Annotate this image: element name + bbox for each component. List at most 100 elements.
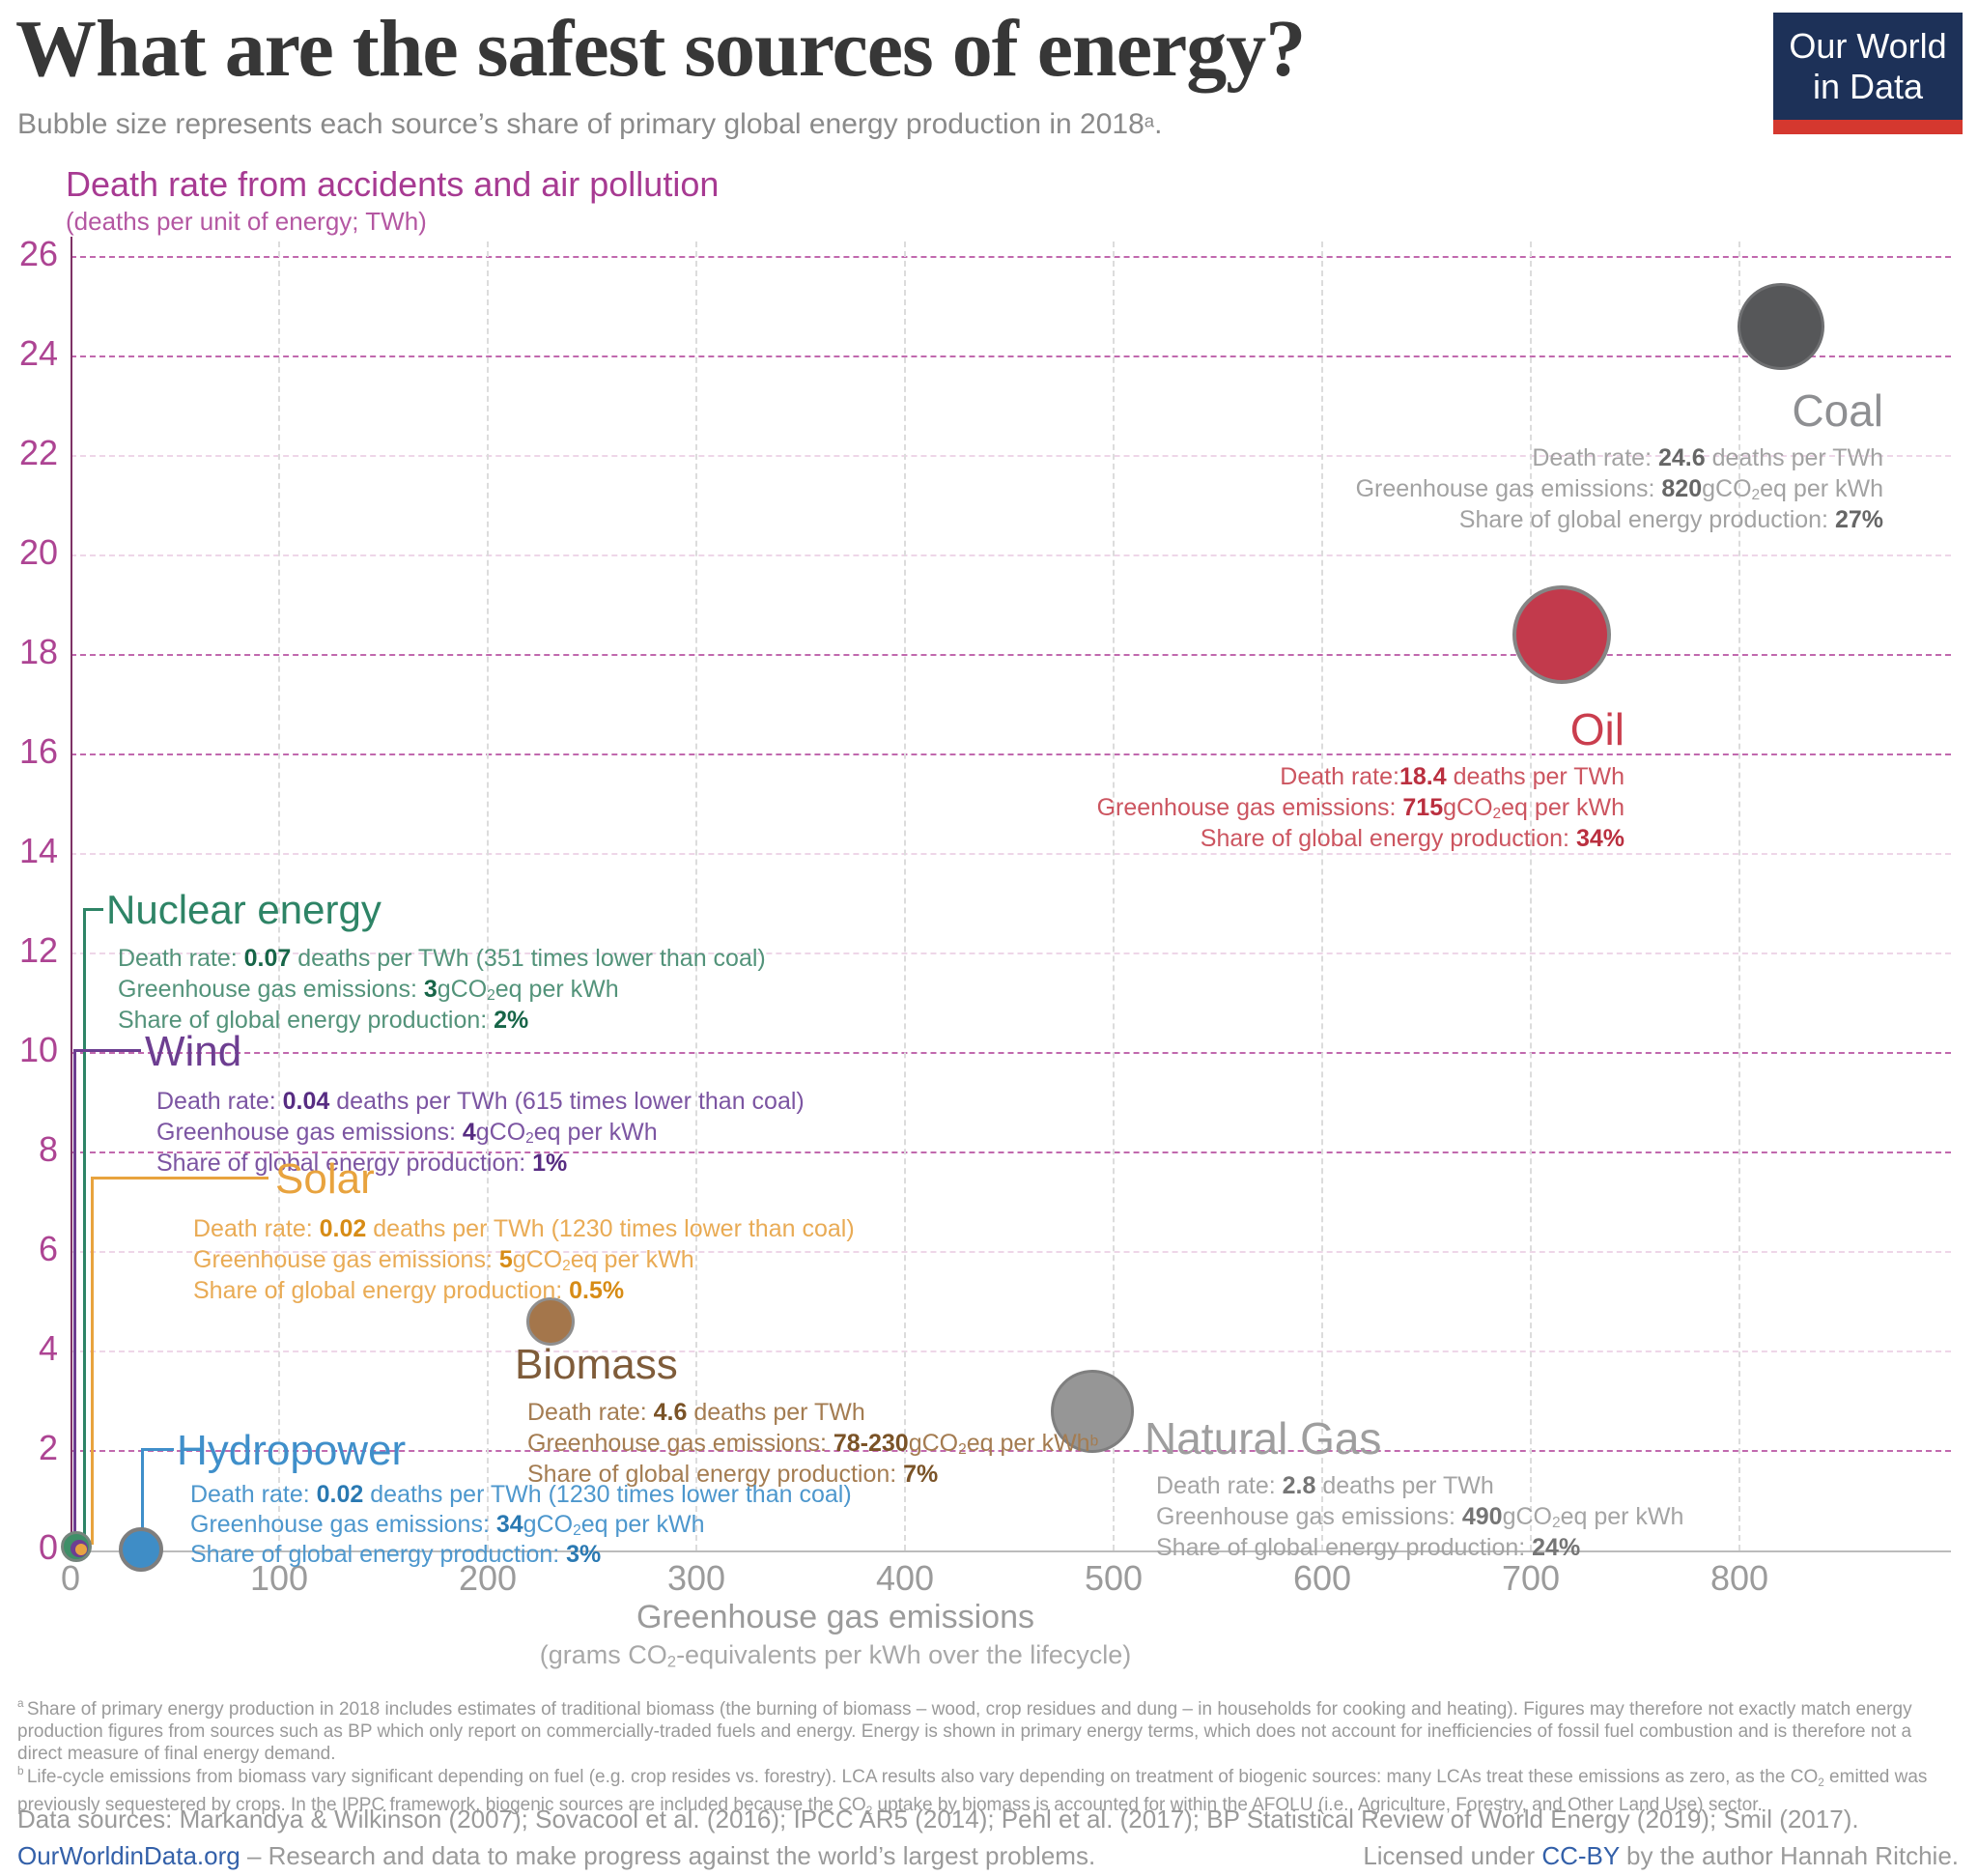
x-tick-label-100: 100 bbox=[249, 1558, 309, 1598]
y-tick-label-8: 8 bbox=[38, 1129, 58, 1169]
y-tick-label-2: 2 bbox=[38, 1428, 58, 1467]
annotation-hydropower-line-2: Greenhouse gas emissions: 34gCO2eq per k… bbox=[190, 1511, 705, 1540]
gridline-x-800 bbox=[1738, 242, 1740, 1550]
annotation-natural-gas-line-2: Greenhouse gas emissions: 490gCO2eq per … bbox=[1156, 1503, 1684, 1532]
y-tick-label-18: 18 bbox=[18, 632, 58, 671]
bubble-solar[interactable] bbox=[74, 1543, 87, 1555]
gridline-y-10 bbox=[71, 1052, 1951, 1054]
footnote-b: b Life-cycle emissions from biomass vary… bbox=[17, 1765, 1928, 1818]
annotation-biomass-line-2: Greenhouse gas emissions: 78-230gCO2eq p… bbox=[527, 1430, 1099, 1459]
y-tick-label-26: 26 bbox=[18, 234, 58, 273]
annotation-oil-line-1: Death rate:18.4 deaths per TWh bbox=[1280, 763, 1625, 790]
y-tick-label-12: 12 bbox=[18, 930, 58, 970]
link-ourworldindata-org[interactable]: OurWorldinData.org bbox=[17, 1841, 240, 1870]
leader-line-wind-v bbox=[73, 1049, 76, 1543]
bubble-oil[interactable] bbox=[1512, 585, 1612, 685]
annotation-wind: Death rate: 0.04 deaths per TWh (615 tim… bbox=[156, 1088, 805, 1180]
gridline-x-500 bbox=[1113, 242, 1115, 1550]
gridline-y-2 bbox=[71, 1450, 1951, 1452]
bubble-natural-gas[interactable] bbox=[1051, 1369, 1135, 1453]
gridline-y-4 bbox=[71, 1350, 1951, 1352]
owid-logo-line1: Our World bbox=[1789, 26, 1947, 66]
label-nuclear-energy: Nuclear energy bbox=[106, 887, 381, 932]
y-tick-label-0: 0 bbox=[38, 1527, 58, 1567]
data-sources: Data sources: Markandya & Wilkinson (200… bbox=[17, 1805, 1859, 1833]
x-tick-label-300: 300 bbox=[666, 1558, 726, 1598]
x-tick-label-400: 400 bbox=[875, 1558, 935, 1598]
annotation-coal: Death rate: 24.6 deaths per TWh Greenhous… bbox=[1356, 444, 1883, 537]
gridline-x-300 bbox=[695, 242, 697, 1550]
link-cc-by[interactable]: CC-BY bbox=[1541, 1841, 1620, 1870]
annotation-nuclear-energy: Death rate: 0.07 deaths per TWh (351 tim… bbox=[118, 945, 766, 1037]
annotation-biomass: Death rate: 4.6 deaths per TWh Greenhouse… bbox=[527, 1399, 1098, 1492]
leader-line-hydropower-h bbox=[141, 1448, 174, 1451]
x-tick-label-700: 700 bbox=[1501, 1558, 1561, 1598]
annotation-hydropower: Death rate: 0.02 deaths per TWh (1230 ti… bbox=[190, 1481, 852, 1571]
annotation-oil-line-2: Greenhouse gas emissions: 715gCO2eq per … bbox=[1096, 794, 1625, 823]
y-tick-label-6: 6 bbox=[38, 1229, 58, 1268]
annotation-coal-line-2: Greenhouse gas emissions: 820gCO2eq per … bbox=[1355, 475, 1883, 504]
x-tick-label-600: 600 bbox=[1292, 1558, 1352, 1598]
gridline-x-700 bbox=[1530, 242, 1532, 1550]
footnote-marker-a: a bbox=[17, 1697, 27, 1710]
leader-line-solar-h bbox=[91, 1177, 268, 1180]
gridline-x-100 bbox=[278, 242, 280, 1550]
annotation-coal-line-3: Share of global energy production: 27% bbox=[1458, 506, 1883, 533]
bubble-biomass[interactable] bbox=[525, 1297, 575, 1347]
annotation-hydropower-line-1: Death rate: 0.02 deaths per TWh (1230 ti… bbox=[190, 1481, 852, 1508]
leader-line-wind-h bbox=[73, 1049, 141, 1052]
gridline-y-24 bbox=[71, 355, 1951, 357]
bubble-coal[interactable] bbox=[1738, 283, 1825, 371]
x-axis-subtitle: (grams CO2-equivalents per kWh over the … bbox=[539, 1640, 1132, 1671]
label-solar: Solar bbox=[275, 1155, 375, 1203]
x-axis-title: Greenhouse gas emissions bbox=[636, 1599, 1034, 1635]
annotation-natural-gas: Death rate: 2.8 deaths per TWh Greenhouse… bbox=[1156, 1472, 1683, 1565]
annotation-solar: Death rate: 0.02 deaths per TWh (1230 ti… bbox=[193, 1215, 855, 1308]
y-tick-label-14: 14 bbox=[18, 831, 58, 870]
gridline-x-200 bbox=[487, 242, 489, 1550]
gridline-y-16 bbox=[71, 753, 1951, 755]
footnote-a: a Share of primary energy production in … bbox=[17, 1697, 1912, 1765]
annotation-solar-line-3: Share of global energy production: 0.5% bbox=[193, 1277, 625, 1304]
label-oil: Oil bbox=[1569, 704, 1625, 754]
footnote-marker-b: b bbox=[17, 1765, 27, 1777]
owid-logo-line2: in Data bbox=[1812, 67, 1924, 107]
bubble-hydropower[interactable] bbox=[119, 1526, 164, 1572]
owid-logo: Our World in Data bbox=[1773, 13, 1963, 134]
footer-left: OurWorldinData.org – Research and data t… bbox=[17, 1841, 1096, 1870]
gridline-y-22 bbox=[71, 455, 1951, 457]
annotation-oil: Death rate:18.4 deaths per TWh Greenhouse… bbox=[1097, 763, 1625, 856]
y-axis-subtitle: (deaths per unit of energy; TWh) bbox=[66, 207, 427, 236]
label-coal: Coal bbox=[1792, 385, 1883, 436]
gridline-y-12 bbox=[71, 952, 1951, 954]
annotation-nuclear-energy-line-2: Greenhouse gas emissions: 3gCO2eq per kW… bbox=[118, 976, 619, 1005]
y-axis-title: Death rate from accidents and air pollut… bbox=[66, 164, 720, 204]
gridline-x-400 bbox=[904, 242, 906, 1550]
gridline-y-18 bbox=[71, 654, 1951, 656]
annotation-oil-line-3: Share of global energy production: 34% bbox=[1200, 825, 1625, 852]
x-tick-label-800: 800 bbox=[1710, 1558, 1769, 1598]
gridline-x-600 bbox=[1321, 242, 1323, 1550]
annotation-wind-line-1: Death rate: 0.04 deaths per TWh (615 tim… bbox=[156, 1088, 805, 1115]
x-tick-label-500: 500 bbox=[1084, 1558, 1144, 1598]
owid-logo-text: Our World in Data bbox=[1773, 13, 1963, 120]
annotation-hydropower-line-3: Share of global energy production: 3% bbox=[190, 1541, 602, 1568]
y-tick-label-20: 20 bbox=[18, 532, 58, 572]
annotation-wind-line-2: Greenhouse gas emissions: 4gCO2eq per kW… bbox=[156, 1119, 658, 1148]
label-biomass: Biomass bbox=[515, 1341, 678, 1388]
y-tick-label-10: 10 bbox=[18, 1030, 58, 1069]
annotation-solar-line-1: Death rate: 0.02 deaths per TWh (1230 ti… bbox=[193, 1215, 855, 1242]
annotation-biomass-line-1: Death rate: 4.6 deaths per TWh bbox=[527, 1399, 865, 1426]
gridline-y-20 bbox=[71, 554, 1951, 556]
y-tick-label-24: 24 bbox=[18, 333, 58, 373]
gridline-y-26 bbox=[71, 256, 1951, 258]
annotation-coal-line-1: Death rate: 24.6 deaths per TWh bbox=[1532, 444, 1883, 471]
x-tick-label-0: 0 bbox=[60, 1558, 81, 1598]
plot-area: 0 2 4 6 8 10 12 14 16 18 20 22 24 26 0 100 200 300 400 500 6… bbox=[18, 234, 1951, 1598]
gridline-y-14 bbox=[71, 853, 1951, 855]
y-tick-label-16: 16 bbox=[18, 731, 58, 771]
x-axis-line bbox=[71, 1550, 1951, 1552]
y-tick-label-22: 22 bbox=[18, 433, 58, 472]
y-tick-label-4: 4 bbox=[38, 1328, 58, 1368]
